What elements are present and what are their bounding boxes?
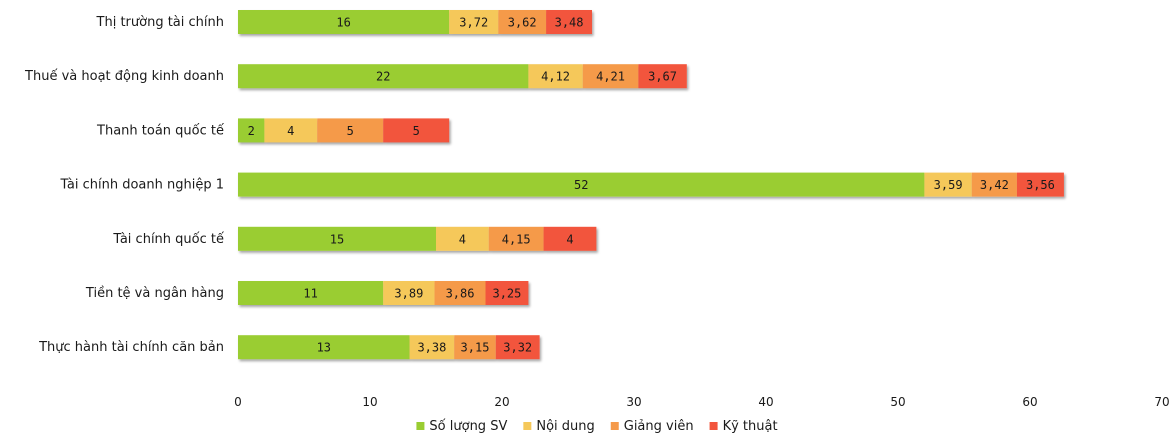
legend-label: Nội dung <box>536 419 594 434</box>
legend-swatch <box>523 422 532 430</box>
data-label: 3,56 <box>1026 178 1055 192</box>
bar-segment <box>495 335 540 360</box>
data-label: 5 <box>413 124 420 138</box>
x-tick-label: 10 <box>362 395 377 409</box>
bar-segment <box>264 118 318 143</box>
bar-segment <box>488 226 544 251</box>
data-label: 16 <box>336 16 350 30</box>
bar-segment <box>971 172 1017 197</box>
bar-row <box>238 64 687 89</box>
bar-segment <box>238 64 529 89</box>
bar-row <box>238 226 597 251</box>
bar-segment <box>436 226 489 251</box>
data-label: 4,15 <box>502 232 531 246</box>
bar-segment <box>238 281 384 305</box>
data-label: 13 <box>317 341 331 355</box>
data-label: 4 <box>459 232 466 246</box>
bar-segment <box>238 172 925 197</box>
bar-segment <box>434 281 486 305</box>
bar-segment <box>546 10 593 34</box>
data-label: 3,25 <box>492 287 521 301</box>
bar-segment <box>454 335 496 360</box>
data-label: 3,48 <box>555 16 584 30</box>
x-tick-label: 0 <box>234 395 242 409</box>
bar-segment <box>924 172 972 197</box>
legend-swatch <box>610 422 619 430</box>
legend-label: Giảng viên <box>624 419 694 434</box>
bar-segment <box>543 226 597 251</box>
data-label: 3,67 <box>648 70 677 84</box>
data-label: 3,62 <box>508 16 537 30</box>
bar-segment <box>449 10 499 34</box>
bar-row <box>238 172 1064 197</box>
data-label: 3,42 <box>980 178 1009 192</box>
bar-row <box>238 118 450 143</box>
x-tick-label: 40 <box>758 395 773 409</box>
data-label: 4 <box>566 232 573 246</box>
x-axis-ticks-layer: 0 10 20 30 40 50 60 70 <box>234 395 1169 409</box>
data-label: 3,89 <box>394 287 423 301</box>
legend-swatch <box>709 422 718 430</box>
data-label: 3,59 <box>934 178 963 192</box>
data-label: 4,21 <box>596 70 625 84</box>
legend: Số lượng SV Nội dung Giảng viên Kỹ thuật <box>416 419 778 434</box>
category-label: Tài chính quốc tế <box>112 232 224 247</box>
bar-segment <box>383 118 450 143</box>
category-label: Tiền tệ và ngân hàng <box>85 286 224 301</box>
x-tick-label: 30 <box>626 395 641 409</box>
bar-segment <box>1016 172 1064 197</box>
category-label: Thanh toán quốc tế <box>96 123 224 138</box>
data-labels-layer: 16 3,72 3,62 3,48 22 4,12 4,21 3,67 2 4 5 5 52 3,59 3,… <box>248 16 1055 355</box>
data-label: 52 <box>574 178 588 192</box>
data-label: 2 <box>248 124 255 138</box>
legend-label: Số lượng SV <box>429 419 507 434</box>
bar-segment <box>238 226 436 251</box>
bar-segment <box>498 10 547 34</box>
data-label: 3,86 <box>446 287 475 301</box>
data-label: 3,32 <box>503 341 532 355</box>
bar-segment <box>317 118 384 143</box>
x-tick-label: 60 <box>1022 395 1037 409</box>
data-label: 4,12 <box>541 70 570 84</box>
bar-segment <box>238 118 265 143</box>
data-label: 3,15 <box>461 341 490 355</box>
bar-row <box>238 335 540 360</box>
data-label: 5 <box>347 124 354 138</box>
x-tick-label: 70 <box>1154 395 1169 409</box>
bar-segment <box>528 64 583 89</box>
data-label: 11 <box>303 287 317 301</box>
bar-segment <box>238 10 450 34</box>
data-label: 3,38 <box>417 341 446 355</box>
bar-segment <box>582 64 639 89</box>
bar-row <box>238 10 593 34</box>
category-label: Tài chính doanh nghiệp 1 <box>59 178 224 193</box>
bar-segment <box>383 281 435 305</box>
bar-row <box>238 281 529 305</box>
category-label: Thuế và hoạt động kinh doanh <box>24 69 224 84</box>
x-tick-label: 50 <box>890 395 905 409</box>
data-label: 22 <box>376 70 390 84</box>
bars-layer <box>238 10 1064 360</box>
category-label: Thị trường tài chính <box>96 15 224 30</box>
bar-segment <box>238 335 410 360</box>
data-label: 15 <box>330 232 344 246</box>
bar-segment <box>409 335 455 360</box>
category-labels-layer: Thị trường tài chính Thuế và hoạt động ki… <box>24 15 224 355</box>
data-label: 3,72 <box>459 16 488 30</box>
data-label: 4 <box>287 124 294 138</box>
legend-swatch <box>416 422 425 430</box>
category-label: Thực hành tài chính căn bản <box>38 340 224 355</box>
bar-segment <box>638 64 687 89</box>
x-tick-label: 20 <box>494 395 509 409</box>
legend-label: Kỹ thuật <box>723 419 778 434</box>
bar-segment <box>485 281 529 305</box>
